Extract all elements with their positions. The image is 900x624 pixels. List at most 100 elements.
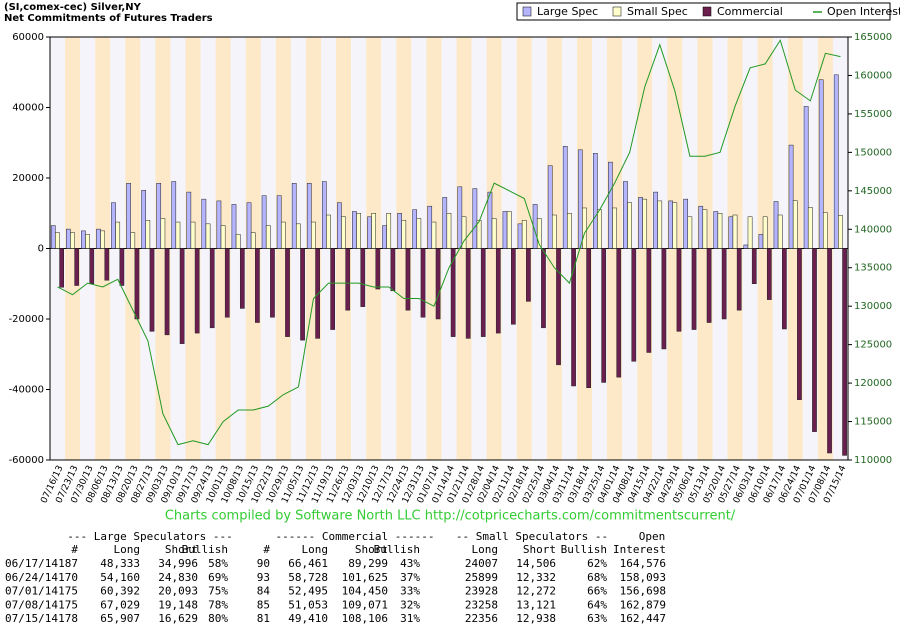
bar [156,183,162,249]
bar [713,211,719,249]
bar [311,221,316,249]
bar [300,248,305,341]
bar [55,232,60,249]
bar [623,181,628,249]
table-cell: 07/15/14 [5,612,58,624]
bar [186,191,192,249]
y-tick-label: 60000 [12,32,44,43]
y2-tick-label: 135000 [854,263,892,274]
legend-swatch [702,6,712,17]
bar [330,248,336,330]
bar [541,248,546,329]
bar [270,248,275,318]
table-cell: 89,299 [348,557,388,570]
chart-subtitle: Net Commitments of Futures Traders [4,13,213,24]
bar [239,248,245,309]
bar [231,204,237,249]
bar [502,211,508,249]
bar [762,216,768,249]
bar [81,230,86,249]
bar [134,248,140,320]
bar [149,248,155,332]
bar [472,188,478,249]
bar [285,248,290,337]
bar [823,212,828,249]
table-cell: 156,698 [620,585,666,598]
table-cell: 164,576 [620,557,666,570]
bar [743,244,749,249]
bar [683,198,689,249]
y-tick-label: -40000 [9,385,44,396]
table-cell: 22356 [465,612,498,624]
bar [326,214,331,249]
bar [119,248,125,286]
bar [807,207,813,249]
bar [556,248,561,366]
table-cell: 178 [58,612,78,624]
table-cell: 66% [587,585,607,598]
table-header: Bullish [182,543,228,556]
table-cell: 23258 [465,598,498,611]
bar [676,248,682,332]
table-cell: 37% [400,571,420,584]
chart-title: (SI,comex-cec) Silver,NY [4,2,142,13]
bar [85,234,90,249]
bar [736,248,742,311]
bar [480,248,486,337]
bar [100,230,105,249]
bar [803,106,809,249]
bar [661,248,667,350]
bar [345,248,351,311]
y2-tick-label: 145000 [854,186,892,197]
bar [717,213,723,249]
table-group: --- Large Speculators --- [67,530,233,543]
bar [160,218,166,249]
bar [104,248,110,281]
bar [66,228,71,249]
table-cell: 07/01/14 [5,585,58,598]
bar [782,248,787,330]
bar [476,220,482,249]
bar [397,213,402,249]
table-header: Bullish [561,543,607,556]
table-cell: 34,996 [158,557,198,570]
table-cell: 07/08/14 [5,598,58,611]
bar [691,248,697,330]
table-cell: 06/24/14 [5,571,58,584]
footer: Charts compiled by Software North LLC ht… [165,509,736,524]
table-header: Long [114,543,141,556]
table-cell: 24,830 [158,571,198,584]
legend-label: Small Spec [627,5,688,18]
table-cell: 48,333 [100,557,140,570]
bar [450,248,456,337]
legend-swatch [612,6,622,17]
y2-tick-label: 125000 [854,340,892,351]
y-tick-label: 0 [38,244,44,255]
table-cell: 84 [257,585,271,598]
bar [526,248,531,302]
table-group: Open [639,530,666,543]
y2-tick-label: 155000 [854,109,892,120]
bar [265,225,271,249]
bar [70,232,75,249]
bar [250,232,256,249]
bar [732,214,738,249]
bar [179,248,185,344]
table-cell: 78% [208,598,228,611]
table-cell: 19,148 [158,598,198,611]
bar [390,248,396,292]
bar [246,202,252,249]
bar [386,213,392,249]
bar [352,211,357,249]
bar [412,209,417,249]
bar [356,213,361,249]
bar [827,248,832,454]
bar [833,74,839,249]
bar [360,248,366,307]
bar [164,248,170,336]
bar [567,213,572,249]
bar [296,223,301,249]
table-cell: 24007 [465,557,498,570]
bar [536,218,542,249]
